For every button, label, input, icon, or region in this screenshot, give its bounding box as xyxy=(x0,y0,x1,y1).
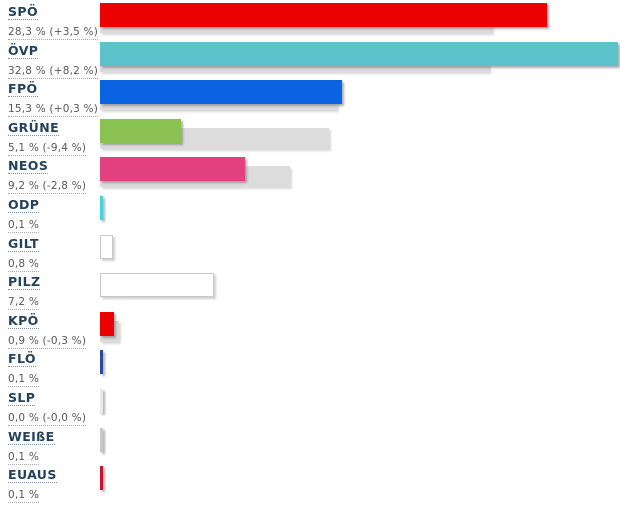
result-bar xyxy=(100,350,103,375)
party-label[interactable]: KPÖ xyxy=(8,312,39,329)
party-result-text[interactable]: 0,1 % xyxy=(8,373,40,388)
party-label[interactable]: FPÖ xyxy=(8,81,38,98)
party-row: NEOS 9,2 % (-2,8 %) xyxy=(0,155,620,195)
party-label[interactable]: PILZ xyxy=(8,274,41,291)
party-row: PILZ 7,2 % xyxy=(0,271,620,311)
party-label[interactable]: NEOS xyxy=(8,158,49,175)
party-result-text[interactable]: 0,8 % xyxy=(8,257,40,272)
party-label-block: ODP 0,1 % xyxy=(8,194,100,233)
result-bar xyxy=(100,311,115,336)
party-label[interactable]: SLP xyxy=(8,389,36,406)
result-bar xyxy=(100,157,246,182)
party-label-block: SLP 0,0 % (-0,0 %) xyxy=(8,387,100,426)
party-label-block: KPÖ 0,9 % (-0,3 %) xyxy=(8,310,100,349)
party-result-text[interactable]: 0,9 % (-0,3 %) xyxy=(8,334,87,349)
result-bar xyxy=(100,41,619,66)
party-label[interactable]: FLÖ xyxy=(8,351,36,368)
party-row: GILT 0,8 % xyxy=(0,233,620,272)
party-label-block: WEIßE 0,1 % xyxy=(8,426,100,465)
party-row: WEIßE 0,1 % xyxy=(0,426,620,465)
party-label[interactable]: GRÜNE xyxy=(8,119,60,136)
party-row: KPÖ 0,9 % (-0,3 %) xyxy=(0,310,620,349)
party-result-text[interactable]: 0,1 % xyxy=(8,489,40,504)
result-bar xyxy=(100,427,103,452)
party-result-text[interactable]: 0,0 % (-0,0 %) xyxy=(8,411,87,426)
party-label[interactable]: EUAUS xyxy=(8,467,57,484)
result-bar xyxy=(100,466,103,491)
party-row: ODP 0,1 % xyxy=(0,194,620,233)
party-row: FPÖ 15,3 % (+0,3 %) xyxy=(0,78,620,118)
result-bar xyxy=(100,273,214,298)
result-bar xyxy=(100,234,113,259)
party-result-text[interactable]: 28,3 % (+3,5 %) xyxy=(8,26,99,40)
party-result-text[interactable]: 0,1 % xyxy=(8,450,40,465)
party-label-block: ÖVP 32,8 % (+8,2 %) xyxy=(8,40,100,79)
result-bar xyxy=(100,118,181,143)
party-label-block: GILT 0,8 % xyxy=(8,233,100,272)
party-row: SPÖ 28,3 % (+3,5 %) xyxy=(0,1,620,40)
party-result-text[interactable]: 9,2 % (-2,8 %) xyxy=(8,180,87,195)
party-label[interactable]: ÖVP xyxy=(8,42,39,59)
party-label-block: FLÖ 0,1 % xyxy=(8,348,100,388)
party-label[interactable]: WEIßE xyxy=(8,428,55,445)
result-bar xyxy=(100,3,548,27)
party-label-block: EUAUS 0,1 % xyxy=(8,464,100,504)
party-row: FLÖ 0,1 % xyxy=(0,348,620,388)
party-label-block: SPÖ 28,3 % (+3,5 %) xyxy=(8,1,100,40)
result-bar xyxy=(100,195,103,220)
party-label-block: NEOS 9,2 % (-2,8 %) xyxy=(8,155,100,195)
party-label[interactable]: SPÖ xyxy=(8,4,38,20)
party-result-text[interactable]: 7,2 % xyxy=(8,296,40,311)
party-label-block: FPÖ 15,3 % (+0,3 %) xyxy=(8,78,100,118)
party-row: ÖVP 32,8 % (+8,2 %) xyxy=(0,40,620,79)
party-result-text[interactable]: 0,1 % xyxy=(8,218,40,233)
result-bar xyxy=(100,80,342,105)
party-result-text[interactable]: 5,1 % (-9,4 %) xyxy=(8,141,87,156)
party-label-block: PILZ 7,2 % xyxy=(8,271,100,311)
party-result-text[interactable]: 15,3 % (+0,3 %) xyxy=(8,103,99,118)
party-label[interactable]: ODP xyxy=(8,196,40,213)
party-row: SLP 0,0 % (-0,0 %) xyxy=(0,387,620,426)
party-row: GRÜNE 5,1 % (-9,4 %) xyxy=(0,117,620,156)
party-result-text[interactable]: 32,8 % (+8,2 %) xyxy=(8,64,99,79)
party-label-block: GRÜNE 5,1 % (-9,4 %) xyxy=(8,117,100,156)
party-label[interactable]: GILT xyxy=(8,235,39,252)
result-bar xyxy=(100,388,103,413)
party-row: EUAUS 0,1 % xyxy=(0,464,620,504)
